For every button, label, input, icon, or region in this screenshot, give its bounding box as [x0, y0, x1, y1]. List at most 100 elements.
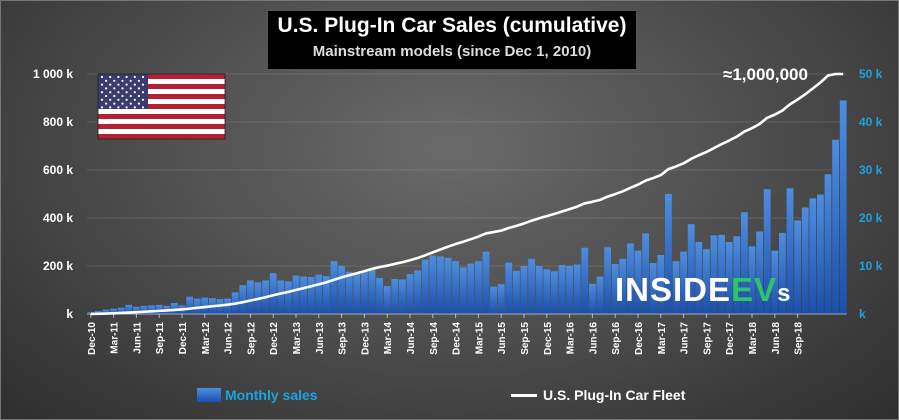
- bar: [627, 243, 634, 314]
- bar: [779, 232, 786, 314]
- bar: [665, 194, 672, 314]
- bar: [361, 270, 368, 314]
- y-left-tick-label: k: [66, 307, 73, 321]
- bar: [839, 100, 847, 315]
- x-tick-label: Dec-17: [725, 322, 736, 355]
- bar: [824, 174, 832, 314]
- y-left-tick-label: 400 k: [43, 211, 73, 225]
- bar: [383, 286, 391, 314]
- legend-bar-label: Monthly sales: [225, 387, 318, 403]
- bar: [102, 309, 110, 314]
- x-tick-label: Sep-15: [520, 322, 531, 355]
- x-tick-label: Jun-11: [132, 322, 143, 354]
- x-tick-label: Sep-17: [702, 322, 713, 355]
- x-tick-label: Jun-18: [771, 322, 782, 355]
- x-tick-label: Dec-15: [543, 322, 554, 355]
- bar: [832, 139, 839, 314]
- y-left-tick-label: 600 k: [43, 163, 73, 177]
- x-tick-label: Mar-12: [201, 322, 212, 355]
- bar: [186, 296, 193, 314]
- insideevs-logo: INSIDEEVs: [615, 271, 791, 309]
- bar: [125, 304, 133, 314]
- bar: [421, 259, 429, 314]
- x-tick-label: Jun-14: [406, 322, 417, 355]
- bar: [497, 284, 505, 314]
- x-tick-label: Dec-13: [360, 322, 371, 355]
- bar: [193, 298, 201, 314]
- x-tick-label: Jun-13: [315, 322, 326, 355]
- y-left-tick-label: 800 k: [43, 115, 73, 129]
- legend-line-label: U.S. Plug-In Car Fleet: [543, 387, 686, 403]
- y-axis-right: k 10 k 20 k 30 k 40 k 50 k: [859, 67, 883, 321]
- bar: [482, 251, 490, 314]
- bar: [725, 242, 733, 314]
- bar: [566, 266, 573, 314]
- chart-title: U.S. Plug-In Car Sales (cumulative): [277, 14, 627, 37]
- bar: [429, 255, 437, 314]
- x-tick-label: Mar-14: [383, 322, 394, 355]
- bar: [269, 273, 277, 314]
- line-series: [90, 72, 844, 316]
- bar: [763, 189, 771, 314]
- x-tick-label: Sep-18: [794, 322, 805, 355]
- x-tick-label: Dec-10: [87, 322, 98, 355]
- annotation-label: ≈1,000,000: [723, 65, 808, 84]
- x-tick-label: Jun-15: [497, 322, 508, 355]
- bar-series: [87, 100, 847, 315]
- bar: [505, 262, 513, 314]
- bar: [467, 263, 475, 314]
- bar: [634, 250, 642, 314]
- bar: [756, 231, 763, 314]
- x-axis: Dec-10 Mar-11 Jun-11 Sep-11 Dec-11 Mar-12 Jun-…: [87, 313, 847, 355]
- bar: [817, 194, 824, 314]
- bar: [171, 302, 178, 314]
- y-right-tick-label: 30 k: [859, 163, 883, 177]
- bar: [687, 224, 695, 314]
- bar: [642, 233, 649, 314]
- bar: [277, 280, 285, 314]
- bar: [399, 279, 406, 314]
- bar: [695, 242, 703, 314]
- bar: [437, 256, 444, 314]
- x-tick-label: Sep-12: [246, 322, 257, 355]
- x-tick-label: Sep-16: [611, 322, 622, 355]
- bar: [535, 266, 543, 314]
- bar: [285, 281, 292, 314]
- y-left-tick-label: 1 000 k: [33, 67, 73, 81]
- y-right-tick-label: 10 k: [859, 259, 883, 273]
- y-right-tick-label: 50 k: [859, 67, 883, 81]
- x-tick-label: Dec-16: [634, 322, 645, 355]
- bar: [771, 250, 779, 314]
- bar: [794, 220, 801, 314]
- legend-line-swatch: [511, 394, 537, 397]
- bar: [444, 257, 452, 314]
- x-tick-label: Mar-15: [474, 322, 485, 355]
- bar: [748, 246, 756, 314]
- x-tick-label: Sep-11: [155, 322, 166, 355]
- x-tick-label: Sep-14: [429, 322, 440, 355]
- x-tick-label: Mar-13: [292, 322, 303, 355]
- y-right-tick-label: k: [859, 307, 866, 321]
- bar: [117, 307, 125, 314]
- bar: [558, 265, 566, 314]
- x-tick-label: Jun-16: [588, 322, 599, 355]
- x-tick-label: Dec-12: [269, 322, 280, 355]
- title-box: U.S. Plug-In Car Sales (cumulative) Main…: [267, 10, 637, 70]
- bar: [733, 236, 741, 314]
- bar: [140, 305, 148, 314]
- x-tick-label: Mar-16: [566, 322, 577, 355]
- bar: [338, 266, 345, 314]
- bar: [680, 251, 687, 314]
- bar: [247, 280, 254, 314]
- bar: [239, 285, 247, 314]
- bar: [604, 247, 611, 314]
- bar: [551, 271, 558, 314]
- bar: [315, 274, 323, 314]
- y-left-tick-label: 200 k: [43, 259, 73, 273]
- y-right-tick-label: 20 k: [859, 211, 883, 225]
- bar: [475, 261, 482, 314]
- bar: [376, 278, 383, 314]
- bar: [300, 276, 307, 314]
- bar: [155, 304, 163, 314]
